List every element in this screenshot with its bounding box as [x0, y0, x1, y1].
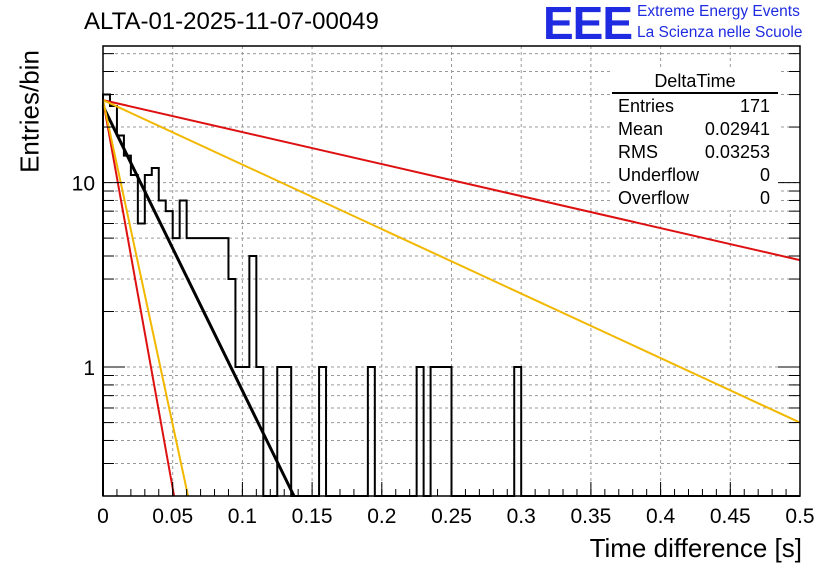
stats-box: DeltaTime Entries 171 Mean 0.02941 RMS 0… [612, 70, 778, 210]
x-tick-label: 0.2 [367, 505, 396, 528]
x-tick-label: 0.5 [785, 505, 814, 528]
x-tick-label: 0.45 [710, 505, 751, 528]
x-tick-label: 0.3 [507, 505, 536, 528]
x-tick-label: 0.4 [646, 505, 676, 528]
logo-line-1: Extreme Energy Events [637, 3, 800, 20]
stats-value: 0 [759, 188, 770, 208]
fit-lines [101, 99, 801, 497]
axis-ticks [102, 53, 801, 497]
x-tick-labels: 0 0.05 0.1 0.15 0.2 0.25 0.3 0.35 0.4 0.45 0.5 [97, 505, 814, 528]
chart-title: ALTA-01-2025-11-07-00049 [84, 8, 379, 35]
stats-value: 0.02941 [704, 119, 770, 139]
x-tick-label: 0.25 [431, 505, 472, 528]
x-tick-label: 0.35 [570, 505, 611, 528]
x-tick-label: 0.15 [292, 505, 333, 528]
stats-value: 0.03253 [704, 142, 770, 162]
stats-row-entries: Entries 171 [612, 95, 778, 118]
fit-line-black [101, 105, 296, 497]
x-axis-label: Time difference [s] [589, 533, 802, 563]
stats-value: 171 [739, 96, 770, 116]
stats-label: RMS [618, 142, 658, 162]
stats-label: Underflow [618, 165, 700, 185]
fit-line-yellow [102, 99, 190, 497]
x-tick-label: 0 [97, 505, 109, 528]
fit-line-red [102, 99, 176, 497]
fit-line-yellow [102, 99, 801, 424]
stats-row-rms: RMS 0.03253 [612, 141, 778, 164]
x-tick-label: 0.1 [228, 505, 257, 528]
x-tick-label: 0.05 [152, 505, 193, 528]
y-tick-label: 10 [72, 173, 95, 196]
stats-value: 0 [759, 165, 770, 185]
y-axis-label: Entries/bin [14, 50, 45, 173]
fit-line-red [102, 99, 801, 262]
stats-row-overflow: Overflow 0 [612, 187, 778, 210]
stats-label: Mean [618, 119, 664, 139]
stats-row-mean: Mean 0.02941 [612, 118, 778, 141]
y-tick-label: 1 [83, 357, 95, 380]
stats-label: Overflow [618, 188, 690, 208]
stats-row-underflow: Underflow 0 [612, 164, 778, 187]
stats-title: DeltaTime [612, 70, 778, 94]
eee-logo: EEE [543, 0, 633, 49]
logo-line-2: La Scienza nelle Scuole [637, 24, 803, 41]
stats-label: Entries [618, 96, 675, 116]
y-tick-labels: 1 10 [72, 173, 95, 380]
